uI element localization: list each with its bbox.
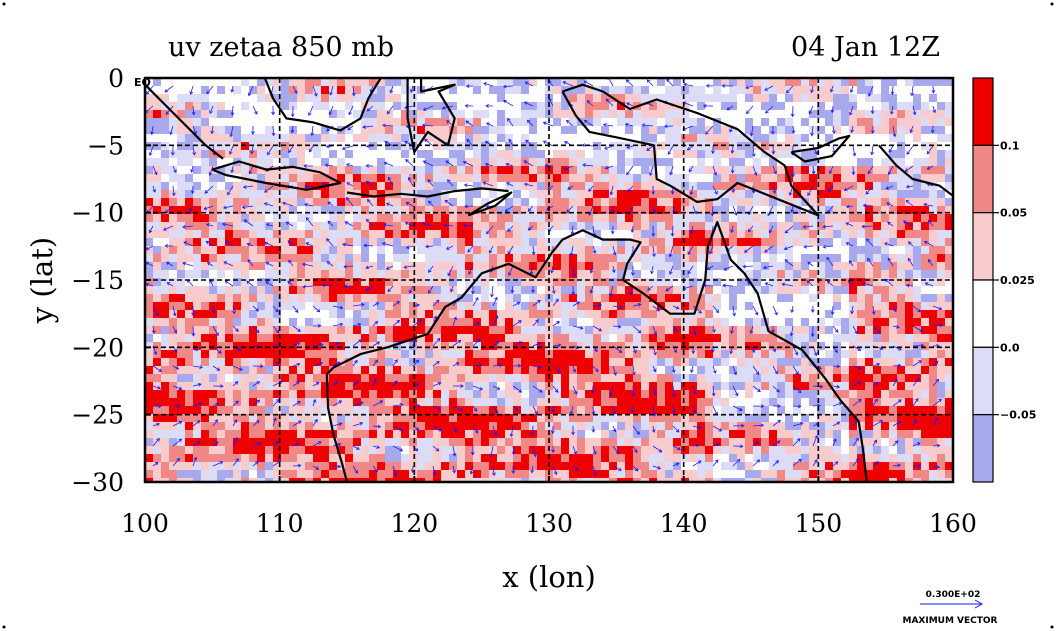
y-tick-label: 0 <box>108 64 124 93</box>
title-right: 04 Jan 12Z <box>791 32 940 63</box>
y-tick-label: −5 <box>87 131 124 160</box>
x-tick-label: 150 <box>794 509 842 538</box>
y-axis: 0 −5 −10 −15 −20 −25 −30 <box>71 64 151 497</box>
colorbar-swatch <box>972 144 994 214</box>
equator-label: EQ <box>134 76 151 89</box>
y-tick-label: −10 <box>71 199 124 228</box>
colorbar-swatch <box>972 346 994 416</box>
x-tick-label: 100 <box>121 509 169 538</box>
y-axis-label: y (lat) <box>25 237 59 324</box>
colorbar-swatch <box>972 212 994 281</box>
reference-vector-label: MAXIMUM VECTOR <box>902 616 997 626</box>
y-tick-label: −30 <box>71 468 124 497</box>
x-tick-label: 110 <box>256 509 304 538</box>
y-tick-label: −20 <box>71 333 124 362</box>
colorbar-swatch <box>972 414 994 483</box>
x-axis: 100 110 120 130 140 150 160 <box>121 476 977 538</box>
colorbar-swatch <box>972 77 994 146</box>
colorbar-label: 0.0 <box>1000 341 1020 354</box>
x-axis-label: x (lon) <box>502 560 596 594</box>
colorbar-swatch <box>972 279 994 348</box>
x-tick-label: 130 <box>525 509 573 538</box>
colorbar-label: 0.1 <box>1000 139 1020 152</box>
vorticity-field <box>145 78 953 482</box>
grid-lines <box>145 78 953 482</box>
title-left: uv zetaa 850 mb <box>168 32 394 63</box>
x-tick-label: 140 <box>660 509 708 538</box>
colorbar: 0.1 0.05 0.025 0.0 −0.05 <box>972 77 1036 483</box>
y-tick-label: −15 <box>71 266 124 295</box>
colorbar-label: 0.05 <box>1000 207 1027 220</box>
reference-vector-value: 0.300E+02 <box>926 590 981 600</box>
x-tick-label: 120 <box>390 509 438 538</box>
colorbar-label: 0.025 <box>1000 274 1035 287</box>
x-tick-label: 160 <box>929 509 977 538</box>
reference-vector: 0.300E+02 MAXIMUM VECTOR <box>902 590 997 626</box>
colorbar-label: −0.05 <box>1000 409 1036 422</box>
y-tick-label: −25 <box>71 401 124 430</box>
coastline <box>145 78 953 482</box>
